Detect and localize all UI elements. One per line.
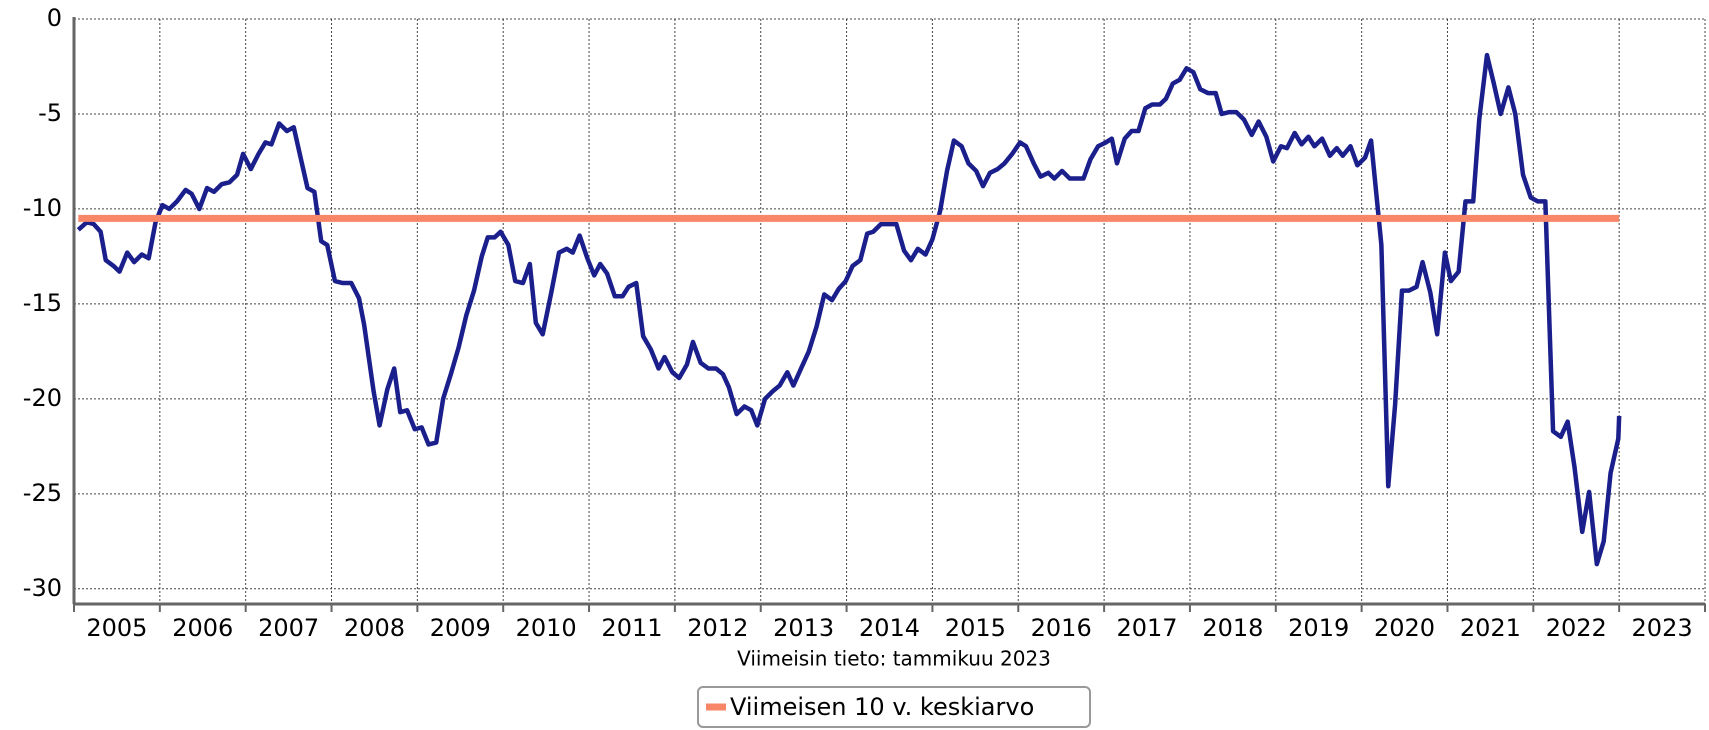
x-tick-label: 2007 <box>258 614 319 642</box>
y-tick-label: -30 <box>23 574 62 602</box>
x-tick-label: 2005 <box>86 614 147 642</box>
x-tick-label: 2013 <box>773 614 834 642</box>
x-tick-label: 2009 <box>430 614 491 642</box>
x-tick-label: 2006 <box>172 614 233 642</box>
y-tick-label: -5 <box>38 99 62 127</box>
legend-label: Viimeisen 10 v. keskiarvo <box>730 693 1034 721</box>
x-tick-label: 2018 <box>1202 614 1263 642</box>
x-tick-label: 2020 <box>1374 614 1435 642</box>
legend-box <box>697 686 1091 728</box>
y-tick-label: 0 <box>47 4 62 32</box>
x-tick-label: 2011 <box>601 614 662 642</box>
x-tick-label: 2008 <box>344 614 405 642</box>
x-tick-label: 2012 <box>687 614 748 642</box>
x-tick-label: 2014 <box>859 614 920 642</box>
x-tick-label: 2010 <box>516 614 577 642</box>
x-tick-label: 2021 <box>1460 614 1521 642</box>
x-tick-label: 2019 <box>1288 614 1349 642</box>
y-tick-label: -10 <box>23 194 62 222</box>
y-tick-label: -20 <box>23 384 62 412</box>
line-series <box>76 52 1622 567</box>
x-tick-label: 2022 <box>1546 614 1607 642</box>
x-tick-label: 2017 <box>1116 614 1177 642</box>
x-tick-label: 2015 <box>945 614 1006 642</box>
x-tick-label: 2016 <box>1031 614 1092 642</box>
chart-subtitle: Viimeisin tieto: tammikuu 2023 <box>737 647 1051 671</box>
y-tick-label: -25 <box>23 479 62 507</box>
x-tick-label: 2023 <box>1632 614 1693 642</box>
y-tick-label: -15 <box>23 289 62 317</box>
